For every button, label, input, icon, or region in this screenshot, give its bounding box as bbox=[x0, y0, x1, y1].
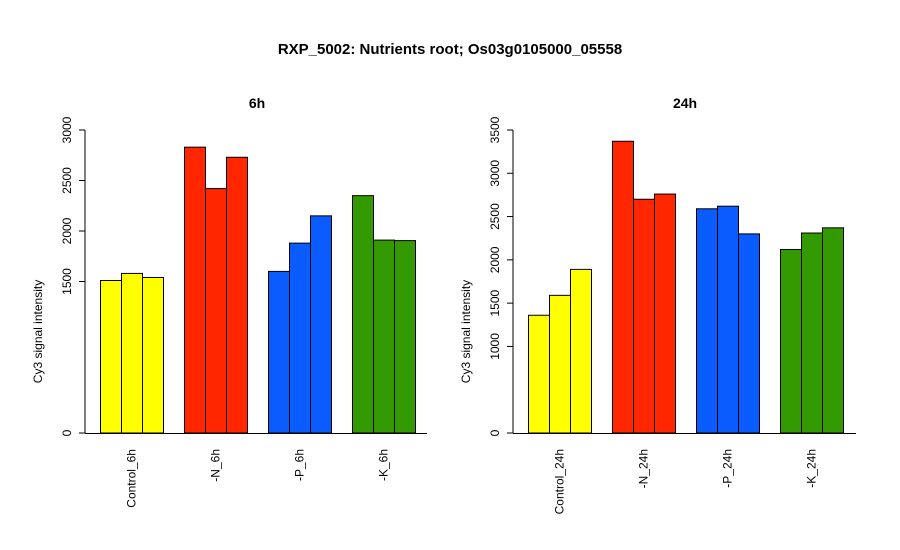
panel-6h-bar--K_6h-3 bbox=[394, 240, 416, 434]
panel-6h-ytick-label-0: 0 bbox=[60, 429, 74, 436]
panel-6h-bar--K_6h-1 bbox=[352, 195, 374, 434]
panel-24h-bar--N_24h-2 bbox=[633, 198, 655, 434]
panel-6h-bar--K_6h-2 bbox=[373, 239, 395, 434]
panel-24h-bar--P_24h-3 bbox=[738, 233, 760, 434]
panel-24h-bar--P_24h-1 bbox=[696, 208, 718, 434]
panel-24h-bar-Control_24h-3 bbox=[570, 268, 592, 434]
panel-24h-bar-Control_24h-2 bbox=[549, 294, 571, 434]
figure-title: RXP_5002: Nutrients root; Os03g0105000_0… bbox=[278, 41, 622, 58]
panel-24h-bar--N_24h-1 bbox=[612, 140, 634, 434]
panel-24h-ytick-label-6: 3500 bbox=[488, 116, 502, 143]
panel-6h-bar-Control_6h-2 bbox=[121, 272, 143, 434]
panel-24h-ytick-label-4: 2500 bbox=[488, 203, 502, 230]
panel-24h-bar--N_24h-3 bbox=[654, 193, 676, 434]
panel-24h-category-label-2: -P_24h bbox=[721, 449, 735, 488]
panel-6h-bar--N_6h-3 bbox=[226, 156, 248, 434]
panel-24h-ylabel: Cy3 signal intensity bbox=[459, 280, 473, 383]
panel-24h-ytick-label-5: 3000 bbox=[488, 160, 502, 187]
panel-6h-ytick-label-2: 2000 bbox=[60, 217, 74, 244]
panel-24h-title: 24h bbox=[673, 95, 697, 111]
panel-6h-ytick-label-3: 2500 bbox=[60, 167, 74, 194]
panel-6h-title: 6h bbox=[249, 95, 265, 111]
panel-6h-ylabel: Cy3 signal intensity bbox=[31, 280, 45, 383]
panel-6h-category-label-0: Control_6h bbox=[125, 449, 139, 508]
panel-24h-bar--P_24h-2 bbox=[717, 205, 739, 434]
panel-6h-category-label-1: -N_6h bbox=[209, 449, 223, 482]
panel-24h-ytick-label-2: 1500 bbox=[488, 289, 502, 316]
panel-24h-category-label-1: -N_24h bbox=[637, 449, 651, 488]
panel-24h-bar--K_24h-2 bbox=[801, 232, 823, 434]
panel-6h-ytick-label-4: 3000 bbox=[60, 116, 74, 143]
panel-24h-category-label-3: -K_24h bbox=[805, 449, 819, 488]
panel-24h-bar--K_24h-3 bbox=[822, 227, 844, 434]
panel-6h-bar--N_6h-2 bbox=[205, 188, 227, 434]
panel-6h-category-label-3: -K_6h bbox=[377, 449, 391, 481]
panel-24h-ytick-label-3: 2000 bbox=[488, 246, 502, 273]
panel-24h-bar-Control_24h-1 bbox=[528, 314, 550, 434]
panel-6h-bar--P_6h-3 bbox=[310, 215, 332, 434]
panel-6h-category-label-2: -P_6h bbox=[293, 449, 307, 481]
panel-24h-ytick-label-0: 0 bbox=[488, 429, 502, 436]
panel-6h-ytick-label-1: 1500 bbox=[60, 268, 74, 295]
panel-6h-bar--N_6h-1 bbox=[184, 146, 206, 434]
panel-24h-category-label-0: Control_24h bbox=[553, 449, 567, 514]
panel-6h-bar-Control_6h-3 bbox=[142, 276, 164, 434]
panel-24h-bar--K_24h-1 bbox=[780, 248, 802, 434]
panel-6h-bar--P_6h-1 bbox=[268, 270, 290, 434]
panel-6h-bar-Control_6h-1 bbox=[100, 279, 122, 434]
panel-24h-ytick-label-1: 1000 bbox=[488, 333, 502, 360]
panel-6h-bar--P_6h-2 bbox=[289, 242, 311, 434]
